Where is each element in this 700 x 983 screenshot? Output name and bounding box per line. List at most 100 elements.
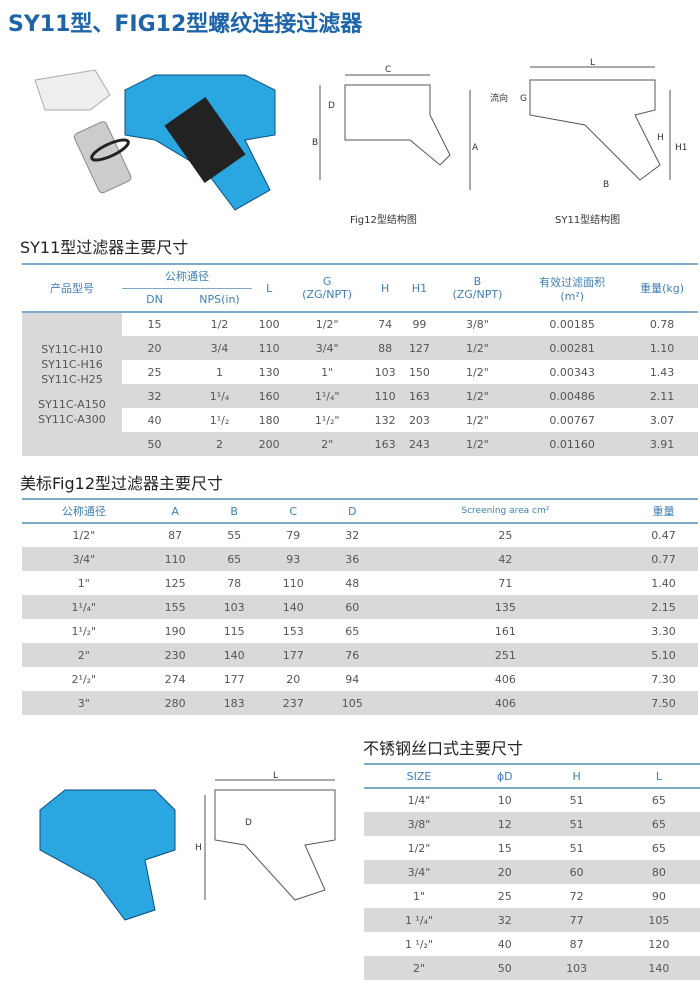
table-cell: 0.00486 bbox=[518, 384, 627, 408]
col-nps: NPS(in) bbox=[199, 293, 240, 307]
column-header: L bbox=[655, 769, 662, 783]
table-row: 1 ¹/₂" 40 87 120 bbox=[364, 932, 700, 956]
stainless-valve-illustration: L D H bbox=[39, 771, 336, 921]
table-cell: 110 bbox=[282, 576, 304, 590]
table-cell: 3.30 bbox=[651, 624, 676, 638]
model-name: SY11C-H16 bbox=[41, 358, 103, 371]
page-title: SY11型、FIG12型螺纹连接过滤器 bbox=[8, 12, 363, 37]
table-cell: 90 bbox=[651, 889, 666, 903]
table-cell: 406 bbox=[381, 691, 630, 715]
table-cell: 88 bbox=[367, 336, 403, 360]
table-cell: 65 bbox=[345, 624, 360, 638]
column-header: 公称通径 bbox=[61, 505, 106, 518]
table-cell: 1" bbox=[412, 889, 426, 903]
table-cell: 155 bbox=[145, 595, 205, 619]
table-row: 50 2 200 2" 163 243 1/2" 0.01160 3.91 bbox=[22, 432, 698, 456]
table-cell: 1/2" bbox=[436, 432, 519, 456]
table-cell: 1 ¹/₄" bbox=[364, 908, 474, 932]
table-cell: 32 bbox=[473, 908, 536, 932]
table1-heading: SY11型过滤器主要尺寸 bbox=[20, 238, 189, 257]
table-cell: 1/2" bbox=[436, 384, 519, 408]
table-cell: 1" bbox=[321, 365, 334, 379]
table-cell: 140 bbox=[263, 595, 323, 619]
table-cell: 2¹/₂" bbox=[71, 672, 97, 686]
table-cell: 72 bbox=[569, 889, 584, 903]
table-cell: 161 bbox=[494, 624, 516, 638]
table-cell: 2.11 bbox=[626, 384, 698, 408]
table-cell: 65 bbox=[651, 794, 666, 807]
table-cell: 1¹/₂ bbox=[209, 413, 230, 427]
col-l: L bbox=[266, 281, 273, 295]
sy11-dimensions-table: 产品型号 公称通径 L G (ZG/NPT) H H1 B (ZG/NPT) 有效过… bbox=[22, 263, 698, 456]
table-cell: 110 bbox=[145, 547, 205, 571]
table-cell: 7.50 bbox=[629, 691, 698, 715]
table-cell: 127 bbox=[402, 336, 437, 360]
dim-label-g: G bbox=[520, 94, 527, 104]
col-area: 有效过滤面积 (m²) bbox=[539, 275, 606, 303]
table-cell: 7.30 bbox=[651, 672, 676, 686]
table-cell: 103 bbox=[204, 595, 264, 619]
column-header: ϕD bbox=[496, 769, 513, 783]
table-cell: 135 bbox=[381, 595, 630, 619]
table-cell: 50 bbox=[122, 432, 187, 456]
table-cell: 163 bbox=[402, 384, 437, 408]
table-cell: 20 bbox=[473, 860, 536, 884]
table-cell: 251 bbox=[381, 643, 630, 667]
table-row: 1 ¹/₄" 32 77 105 bbox=[364, 908, 700, 932]
table-cell: 100 bbox=[258, 318, 280, 331]
table-cell: 0.00343 bbox=[549, 365, 595, 379]
table-cell: 125 bbox=[164, 576, 186, 590]
table3-heading: 不锈钢丝口式主要尺寸 bbox=[363, 739, 524, 758]
table-cell: 1 ¹/₂" bbox=[404, 937, 434, 951]
cutaway-valve-image bbox=[124, 74, 276, 211]
table-cell: 163 bbox=[367, 432, 403, 456]
table-cell: 1/2" bbox=[466, 365, 489, 379]
table-cell: 132 bbox=[374, 413, 396, 427]
col-b: B (ZG/NPT) bbox=[452, 275, 503, 301]
table-cell: 1.43 bbox=[649, 365, 675, 379]
table-row: 3" 280 183 237 105 406 7.50 bbox=[22, 691, 698, 715]
table-cell: 1/2" bbox=[436, 336, 519, 360]
table-cell: 0.00281 bbox=[518, 336, 627, 360]
table-row: 1¹/₄" 155 103 140 60 135 2.15 bbox=[22, 595, 698, 619]
table-cell: 3/4" bbox=[364, 860, 474, 884]
table-cell: 32 bbox=[122, 384, 187, 408]
table-cell: 140 bbox=[204, 643, 264, 667]
table-cell: 2 bbox=[187, 432, 252, 456]
table-row: 1/2" 15 51 65 bbox=[364, 836, 700, 860]
table-row: 1" 125 78 110 48 71 1.40 bbox=[22, 571, 698, 595]
table-cell: 1/2" bbox=[72, 529, 96, 542]
table-cell: 103 bbox=[374, 365, 396, 379]
dim-label-d: D bbox=[328, 101, 335, 111]
table-cell: 51 bbox=[569, 794, 584, 807]
table-row: 40 1¹/₂ 180 1¹/₂" 132 203 1/2" 0.00767 3.07 bbox=[22, 408, 698, 432]
table-cell: 3/4" bbox=[286, 336, 368, 360]
table-cell: 103 bbox=[535, 956, 618, 980]
table-cell: 3/8" bbox=[466, 318, 489, 331]
table-cell: 2" bbox=[364, 956, 474, 980]
table-cell: 20 bbox=[122, 336, 187, 360]
table-cell: 42 bbox=[381, 547, 630, 571]
table-cell: 99 bbox=[412, 318, 427, 331]
table-cell: 78 bbox=[227, 576, 242, 590]
table-cell: 87 bbox=[569, 937, 584, 951]
table-cell: 105 bbox=[322, 691, 382, 715]
table-cell: 3/4 bbox=[187, 336, 252, 360]
table-cell: 48 bbox=[345, 576, 360, 590]
table-cell: 71 bbox=[498, 576, 513, 590]
table-cell: 36 bbox=[322, 547, 382, 571]
table-cell: 0.00185 bbox=[549, 318, 595, 331]
table-cell: 80 bbox=[617, 860, 700, 884]
flow-direction-label: 流向 bbox=[490, 92, 508, 104]
table-cell: 1¹/₄ bbox=[187, 384, 252, 408]
table-cell: 180 bbox=[258, 413, 280, 427]
table-cell: 203 bbox=[408, 413, 430, 427]
table-row: 3/4" 110 65 93 36 42 0.77 bbox=[22, 547, 698, 571]
dim-label-h: H bbox=[657, 133, 664, 143]
col-h1: H1 bbox=[411, 281, 428, 295]
table-cell: 1.10 bbox=[626, 336, 698, 360]
table-cell: 25 bbox=[497, 889, 512, 903]
table-cell: 237 bbox=[263, 691, 323, 715]
model-name: SY11C-A300 bbox=[38, 413, 106, 426]
col-nominal: 公称通径 bbox=[122, 264, 252, 289]
